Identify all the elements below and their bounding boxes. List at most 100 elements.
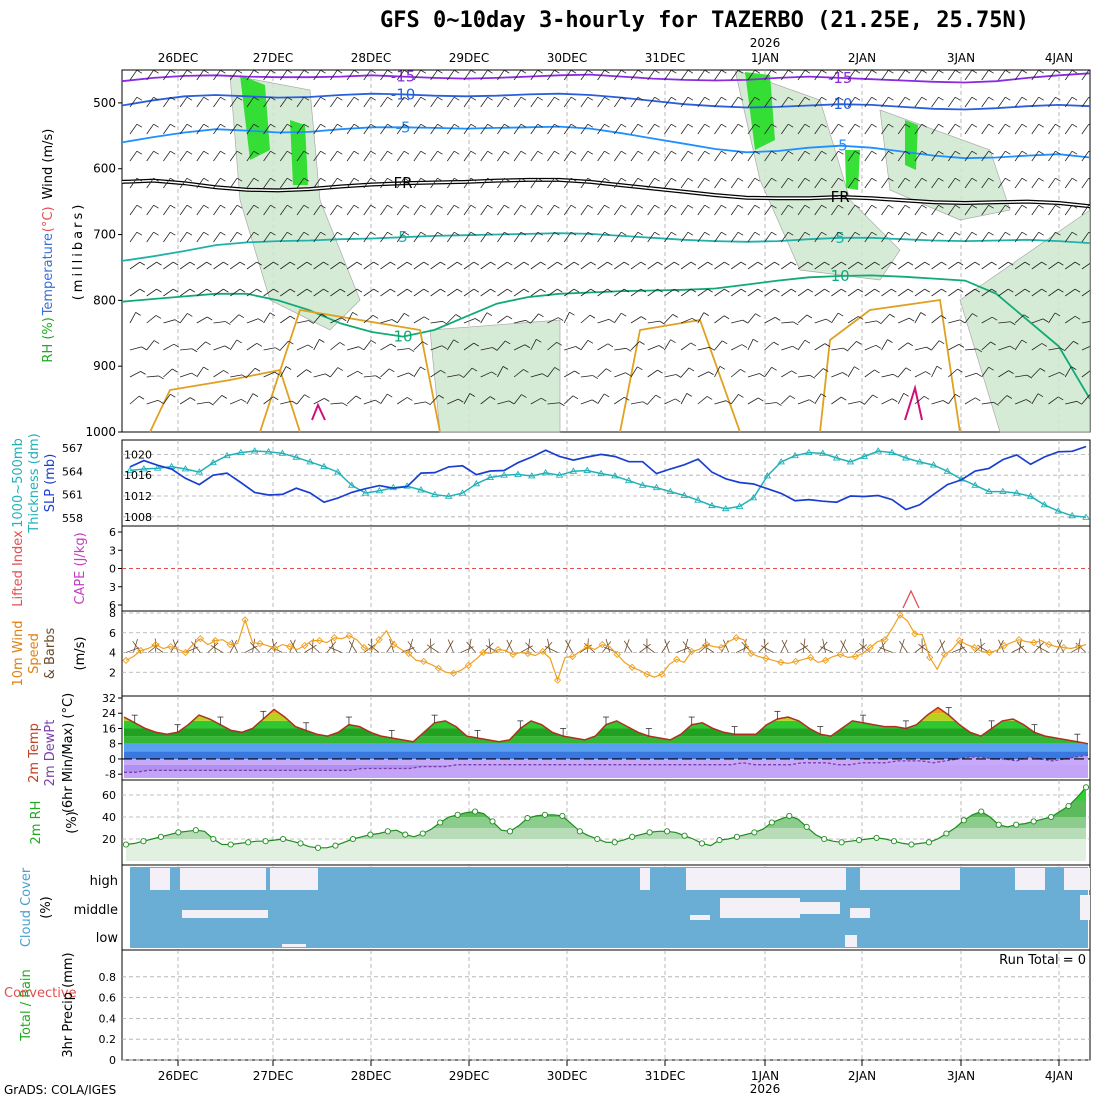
wind-barb	[737, 96, 744, 101]
wind-barb	[1071, 177, 1078, 182]
wind-barb	[773, 341, 779, 346]
wind-barb	[1055, 150, 1061, 155]
wind-barb	[263, 177, 271, 189]
wind-barb	[714, 261, 725, 270]
wind-barb	[630, 96, 639, 108]
wind-barb	[1026, 374, 1033, 379]
wind10-barb	[899, 639, 905, 653]
wind-barb	[163, 393, 171, 405]
thickness-point	[638, 481, 647, 488]
wind10-barb	[862, 638, 864, 653]
wind-barb	[675, 374, 682, 378]
wind-barb	[564, 370, 575, 378]
wind-barb	[1060, 347, 1066, 352]
wind-barb	[136, 70, 143, 74]
wind-barb	[1021, 123, 1028, 128]
wind-barb	[163, 319, 176, 324]
wind-barb	[430, 345, 442, 351]
wind-barb	[1048, 204, 1056, 216]
wind-barb	[864, 288, 875, 297]
wind-barb	[380, 204, 388, 216]
isotherm-label: FR	[394, 174, 413, 192]
thickness-tick-label: 564	[62, 465, 83, 478]
wind-barb	[1008, 288, 1014, 293]
wind-barb	[246, 123, 255, 135]
thickness-point	[943, 467, 952, 474]
thickness-point	[888, 448, 896, 456]
precip-tick-label: 0	[109, 1054, 116, 1067]
wind-barb	[740, 261, 747, 266]
wind-barb	[664, 177, 672, 189]
wind-barb	[764, 288, 775, 297]
wind-barb	[420, 366, 426, 371]
wind-barb	[587, 96, 593, 101]
thickness-ylabel2: 1000~500mb	[11, 438, 26, 528]
wind-barb	[897, 204, 906, 216]
wind-barb	[814, 393, 822, 405]
wind-barb	[771, 123, 777, 128]
wind-barb	[437, 177, 443, 182]
wind-barb	[991, 261, 997, 266]
wind-barb	[497, 96, 505, 108]
wind-barb	[881, 288, 892, 297]
wind-barb	[1005, 177, 1011, 182]
wind-barb	[654, 96, 660, 101]
wind-barb	[330, 96, 338, 108]
wind10-barb	[328, 646, 342, 653]
cloud-gap	[282, 944, 306, 947]
wind-barb	[730, 150, 739, 162]
wind-barb	[1064, 288, 1076, 297]
rh-point	[1082, 784, 1090, 791]
wind-barb	[854, 150, 861, 155]
wind10-barb	[661, 640, 670, 653]
wind-barb	[914, 261, 925, 270]
thickness-point	[832, 454, 841, 461]
wind-barb	[721, 204, 727, 209]
wind-barb	[1071, 150, 1078, 155]
wind-barb	[708, 371, 714, 376]
wind-barb	[286, 150, 293, 155]
thickness-point	[777, 458, 785, 465]
wind-barb	[1064, 177, 1073, 189]
wind-barb	[463, 96, 472, 108]
wind-barb	[921, 150, 927, 155]
wind-barb	[964, 204, 973, 216]
wind-barb	[647, 345, 659, 351]
wind10-barb	[488, 638, 492, 653]
wind-barb	[186, 177, 193, 182]
wind-barb	[597, 288, 608, 297]
wind-barb	[988, 366, 994, 371]
wind-barb	[1014, 177, 1023, 189]
wind-barb	[814, 368, 824, 378]
wind-barb	[163, 231, 171, 243]
wind-barb	[203, 204, 209, 209]
wind-barb	[730, 368, 741, 378]
wind-barb	[907, 288, 914, 293]
wind-barb	[497, 177, 505, 189]
wind-barb	[1048, 261, 1059, 270]
wind-barb	[755, 313, 761, 318]
wind-barb	[339, 342, 345, 346]
wind-barb	[892, 398, 898, 403]
date-label-bottom: 26DEC	[158, 1069, 198, 1083]
wind-barb	[153, 70, 159, 74]
wind-barb	[396, 204, 405, 216]
pressure-tick-label: 1000	[85, 425, 116, 439]
wind-barb	[824, 343, 831, 347]
wind-barb	[580, 340, 589, 351]
wind-barb	[320, 150, 326, 155]
wind-barb	[764, 96, 772, 108]
wind-barb	[730, 204, 739, 216]
wind-barb	[704, 177, 710, 182]
wind-barb	[988, 150, 994, 155]
wind-barb	[563, 150, 572, 162]
wind-barb	[730, 123, 739, 135]
wind-barb	[764, 150, 772, 162]
precip-tick-label: 0.6	[99, 992, 117, 1005]
wind-barb	[687, 123, 694, 128]
wind-barb	[554, 231, 560, 236]
wind-barb	[921, 204, 927, 209]
wind-barb	[1048, 231, 1056, 243]
wind-barb	[981, 70, 989, 81]
wind-barb	[771, 96, 777, 101]
